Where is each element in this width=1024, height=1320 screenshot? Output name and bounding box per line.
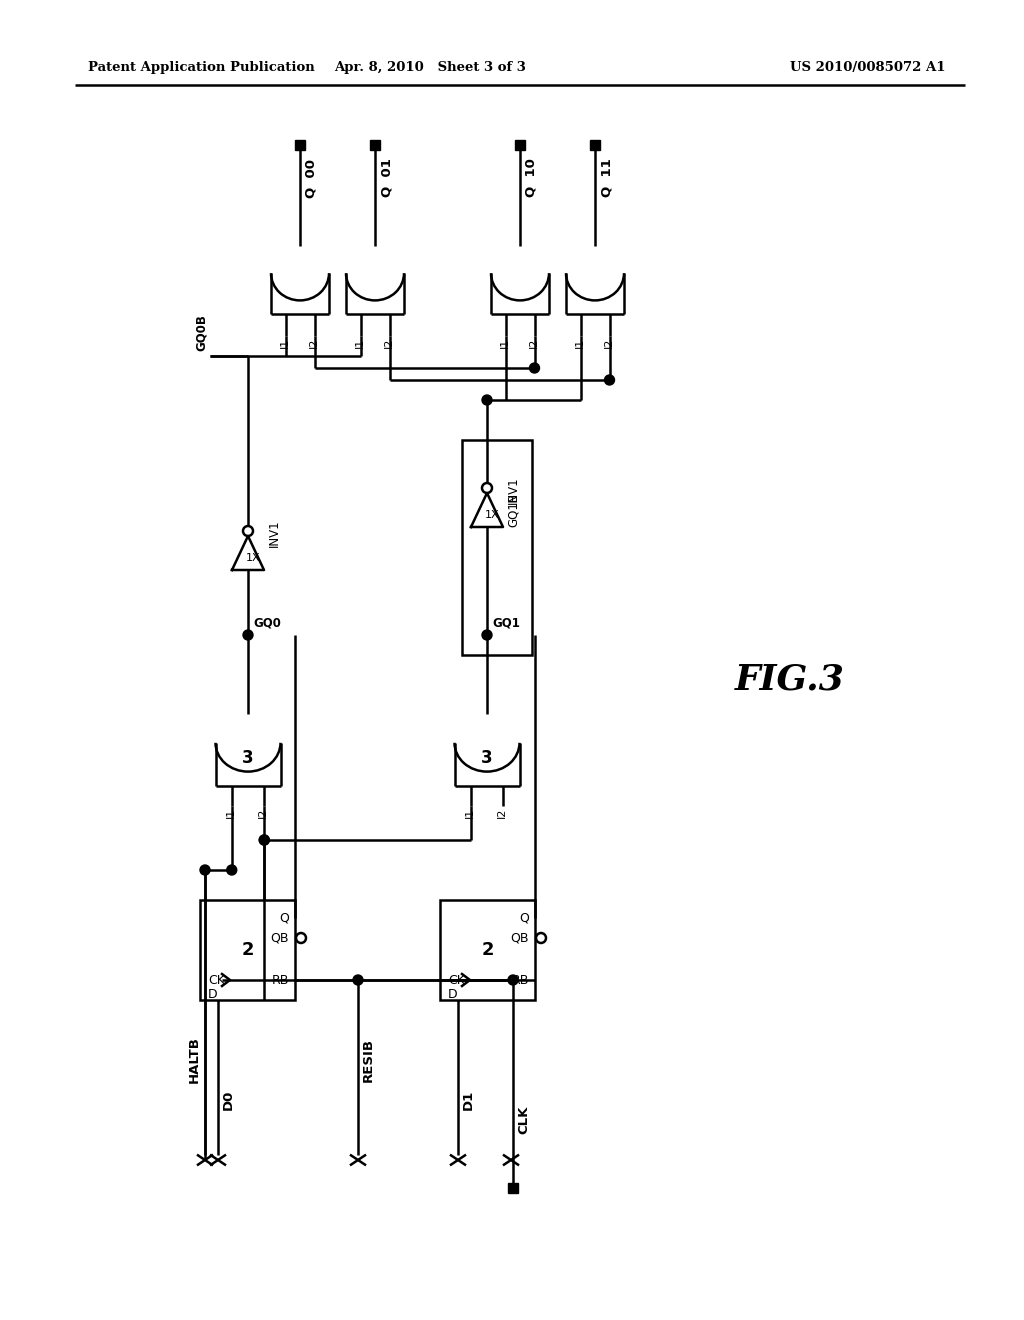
Circle shape	[529, 363, 540, 374]
Text: I1: I1	[500, 338, 510, 348]
Circle shape	[243, 630, 253, 640]
Bar	[508, 1183, 518, 1193]
Text: 1X: 1X	[246, 553, 260, 564]
Text: 3: 3	[243, 748, 254, 767]
Text: 3: 3	[481, 748, 493, 767]
Text: Q: Q	[280, 912, 289, 924]
Text: I2: I2	[603, 338, 613, 348]
Bar	[200, 900, 295, 1001]
Text: D: D	[208, 989, 218, 1002]
Circle shape	[259, 836, 269, 845]
Circle shape	[604, 375, 614, 385]
Text: D0: D0	[222, 1090, 234, 1110]
Text: GQ1B: GQ1B	[507, 492, 520, 527]
Text: CK: CK	[449, 974, 465, 986]
Circle shape	[482, 630, 492, 640]
Text: I1: I1	[465, 808, 475, 818]
Text: 1X: 1X	[484, 510, 500, 520]
Text: I1: I1	[354, 338, 365, 348]
Text: Apr. 8, 2010   Sheet 3 of 3: Apr. 8, 2010 Sheet 3 of 3	[334, 62, 526, 74]
Text: Q  01: Q 01	[380, 158, 393, 198]
Text: I2: I2	[258, 808, 268, 818]
Text: CK: CK	[208, 974, 225, 986]
Text: I2: I2	[384, 338, 393, 348]
Circle shape	[482, 395, 492, 405]
Text: INV1: INV1	[507, 477, 520, 504]
Text: INV1: INV1	[268, 519, 281, 546]
Circle shape	[508, 975, 518, 985]
Text: Q  10: Q 10	[525, 158, 538, 198]
Bar	[462, 440, 532, 655]
Text: D1: D1	[462, 1090, 475, 1110]
Text: GQ1: GQ1	[492, 616, 520, 630]
Text: Q  11: Q 11	[600, 158, 613, 198]
Circle shape	[353, 975, 362, 985]
Text: I2: I2	[308, 338, 318, 348]
Text: RESIB: RESIB	[362, 1038, 375, 1082]
Bar	[295, 140, 305, 150]
Text: QB: QB	[270, 932, 289, 945]
Text: Q: Q	[519, 912, 529, 924]
Text: HALTB: HALTB	[188, 1036, 201, 1084]
Text: Patent Application Publication: Patent Application Publication	[88, 62, 314, 74]
Bar	[440, 900, 535, 1001]
Text: US 2010/0085072 A1: US 2010/0085072 A1	[790, 62, 945, 74]
Text: QB: QB	[511, 932, 529, 945]
Text: Q  00: Q 00	[305, 158, 318, 198]
Text: GQ0: GQ0	[253, 616, 281, 630]
Circle shape	[226, 865, 237, 875]
Text: RB: RB	[512, 974, 529, 986]
Text: I1: I1	[280, 338, 290, 348]
Text: I2: I2	[528, 338, 539, 348]
Bar	[515, 140, 525, 150]
Text: I2: I2	[498, 808, 507, 818]
Text: D: D	[449, 989, 458, 1002]
Text: FIG.3: FIG.3	[735, 663, 845, 697]
Circle shape	[259, 836, 269, 845]
Bar	[370, 140, 380, 150]
Text: GQ0B: GQ0B	[195, 314, 208, 351]
Text: 2: 2	[242, 941, 254, 960]
Bar	[590, 140, 600, 150]
Text: RB: RB	[271, 974, 289, 986]
Circle shape	[200, 865, 210, 875]
Text: CLK: CLK	[517, 1106, 530, 1134]
Text: I1: I1	[225, 808, 236, 818]
Text: I1: I1	[574, 338, 585, 348]
Text: 2: 2	[481, 941, 494, 960]
